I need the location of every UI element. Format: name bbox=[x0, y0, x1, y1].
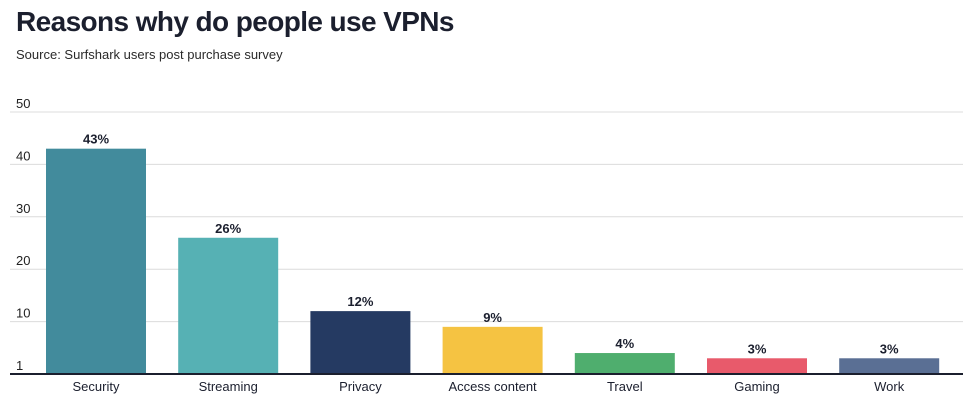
data-label: 43% bbox=[83, 132, 109, 147]
data-label: 26% bbox=[215, 221, 241, 236]
bar bbox=[707, 358, 807, 374]
x-tick-label: Work bbox=[874, 379, 905, 394]
bar bbox=[442, 326, 543, 374]
y-tick-label: 50 bbox=[16, 96, 30, 111]
y-tick-label: 20 bbox=[16, 253, 30, 268]
y-tick-label: 40 bbox=[16, 148, 30, 163]
bar bbox=[46, 148, 146, 374]
data-label: 3% bbox=[748, 341, 767, 356]
y-tick-label: 30 bbox=[16, 201, 30, 216]
data-label: 3% bbox=[880, 341, 899, 356]
data-label: 4% bbox=[615, 336, 634, 351]
chart-subtitle: Source: Surfshark users post purchase su… bbox=[16, 47, 283, 62]
x-tick-label: Gaming bbox=[734, 379, 780, 394]
y-tick-label: 1 bbox=[16, 358, 23, 373]
data-label: 12% bbox=[347, 294, 373, 309]
x-tick-label: Privacy bbox=[339, 379, 382, 394]
data-label: 9% bbox=[483, 310, 502, 325]
bar bbox=[574, 353, 675, 374]
bar bbox=[839, 358, 940, 374]
bar bbox=[178, 237, 279, 374]
x-tick-label: Travel bbox=[607, 379, 643, 394]
x-tick-label: Access content bbox=[449, 379, 538, 394]
y-tick-label: 10 bbox=[16, 306, 30, 321]
x-tick-label: Security bbox=[73, 379, 120, 394]
chart-title: Reasons why do people use VPNs bbox=[16, 6, 455, 37]
bar bbox=[310, 311, 411, 374]
x-tick-label: Streaming bbox=[199, 379, 258, 394]
